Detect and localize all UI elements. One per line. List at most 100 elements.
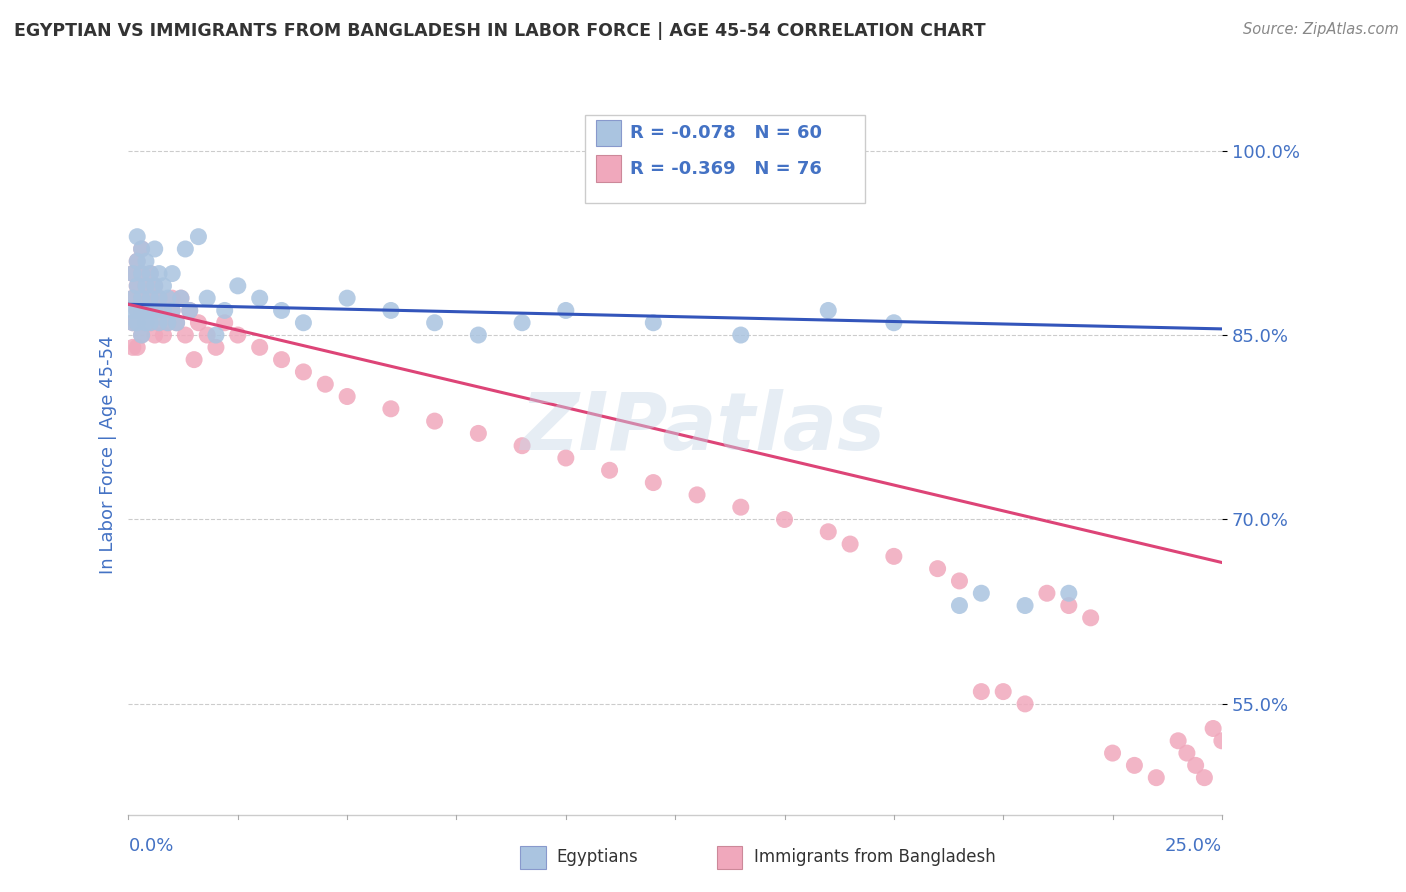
Point [179, 303, 201, 318]
Point [1202, 722, 1225, 736]
Point [148, 267, 170, 281]
Text: Source: ZipAtlas.com: Source: ZipAtlas.com [1243, 22, 1399, 37]
Point [883, 549, 905, 564]
Text: R = -0.078   N = 60: R = -0.078 N = 60 [630, 124, 823, 142]
Point [135, 254, 157, 268]
Point [1144, 771, 1167, 785]
Point [554, 303, 576, 318]
Point [152, 278, 174, 293]
Point [195, 328, 218, 343]
Point [139, 291, 162, 305]
Point [127, 316, 149, 330]
Text: ZIPatlas: ZIPatlas [520, 389, 886, 467]
Point [131, 267, 153, 281]
Point [423, 316, 446, 330]
Point [131, 328, 153, 343]
Point [127, 278, 149, 293]
Point [1057, 599, 1080, 613]
Point [127, 254, 149, 268]
Point [156, 316, 179, 330]
Text: 0.0%: 0.0% [128, 837, 174, 855]
Point [249, 340, 271, 354]
Point [131, 328, 153, 343]
Point [166, 316, 188, 330]
Point [156, 291, 179, 305]
Point [127, 278, 149, 293]
Point [127, 254, 149, 268]
Point [970, 684, 993, 698]
Point [135, 316, 157, 330]
Point [121, 316, 143, 330]
Point [131, 291, 153, 305]
Point [121, 267, 143, 281]
Y-axis label: In Labor Force | Age 45-54: In Labor Force | Age 45-54 [100, 335, 117, 574]
Point [1080, 611, 1102, 625]
Point [139, 291, 162, 305]
Point [131, 303, 153, 318]
Point [183, 352, 205, 367]
Text: EGYPTIAN VS IMMIGRANTS FROM BANGLADESH IN LABOR FORCE | AGE 45-54 CORRELATION CH: EGYPTIAN VS IMMIGRANTS FROM BANGLADESH I… [14, 22, 986, 40]
Point [187, 316, 209, 330]
Point [1123, 758, 1146, 772]
Point [1184, 758, 1206, 772]
Point [170, 291, 193, 305]
Point [686, 488, 709, 502]
Point [121, 316, 143, 330]
Point [135, 303, 157, 318]
Point [121, 340, 143, 354]
Point [152, 303, 174, 318]
Point [148, 316, 170, 330]
Point [143, 303, 166, 318]
Point [226, 328, 249, 343]
Point [127, 303, 149, 318]
Text: Egyptians: Egyptians [557, 848, 638, 866]
Point [131, 242, 153, 256]
Point [1211, 733, 1233, 747]
Point [143, 278, 166, 293]
Point [135, 278, 157, 293]
Point [127, 229, 149, 244]
Point [1101, 746, 1123, 760]
Point [131, 267, 153, 281]
Point [143, 242, 166, 256]
Point [292, 365, 315, 379]
Point [336, 390, 359, 404]
Point [121, 267, 143, 281]
Point [143, 303, 166, 318]
Point [205, 340, 228, 354]
Point [970, 586, 993, 600]
Point [143, 328, 166, 343]
Point [179, 303, 201, 318]
Point [292, 316, 315, 330]
Point [139, 303, 162, 318]
Point [554, 450, 576, 465]
Point [730, 500, 752, 515]
Point [1175, 746, 1198, 760]
Text: 25.0%: 25.0% [1164, 837, 1222, 855]
Point [270, 303, 292, 318]
Point [160, 303, 183, 318]
Point [160, 291, 183, 305]
Point [195, 291, 218, 305]
Point [139, 316, 162, 330]
Point [214, 316, 236, 330]
Point [160, 303, 183, 318]
Point [249, 291, 271, 305]
Point [467, 328, 489, 343]
Point [643, 316, 665, 330]
Point [139, 316, 162, 330]
Point [148, 291, 170, 305]
Point [127, 303, 149, 318]
Point [143, 278, 166, 293]
Text: Immigrants from Bangladesh: Immigrants from Bangladesh [754, 848, 995, 866]
Text: R = -0.369   N = 76: R = -0.369 N = 76 [630, 160, 821, 178]
Point [170, 291, 193, 305]
Point [380, 401, 402, 416]
Point [127, 340, 149, 354]
Point [948, 599, 970, 613]
Point [174, 328, 197, 343]
Point [839, 537, 862, 551]
Point [174, 242, 197, 256]
Point [1014, 697, 1036, 711]
Point [467, 426, 489, 441]
